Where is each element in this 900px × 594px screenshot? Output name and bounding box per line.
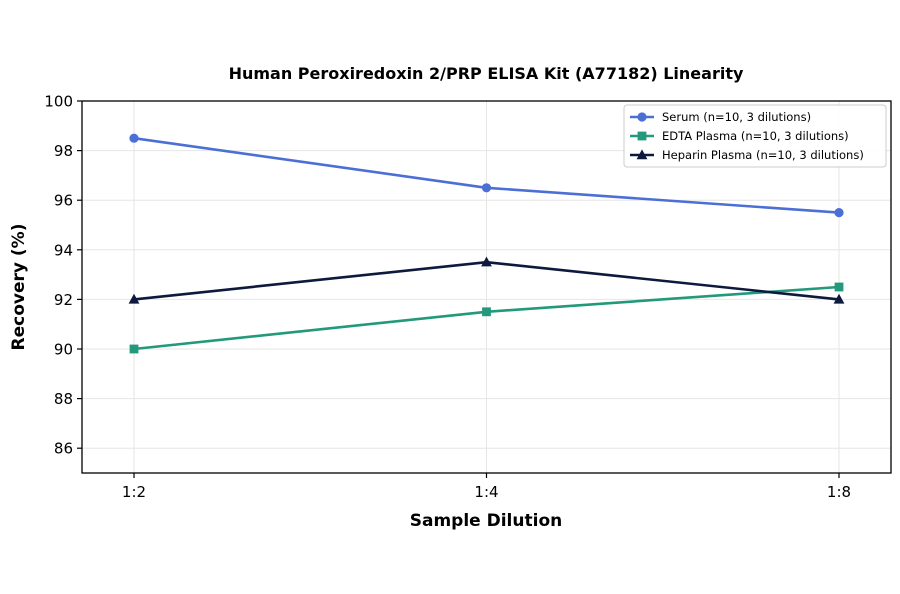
legend-swatch-marker [636,149,648,160]
x-axis: 1:2 1:4 1:8 [122,473,851,501]
data-point [128,293,140,304]
y-axis: 86 88 90 92 94 96 98 100 [44,93,82,458]
data-point [481,183,492,193]
x-tick-label: 1:8 [827,483,851,501]
data-point [129,344,139,354]
x-axis-label: Sample Dilution [410,511,562,531]
y-tick-label: 90 [54,341,73,359]
data-point [834,208,844,218]
y-tick-label: 88 [54,390,73,408]
data-point [482,307,491,317]
data-point [834,282,844,292]
y-tick-label: 96 [54,192,73,210]
legend-box [623,104,887,168]
y-tick-label: 86 [54,440,73,458]
legend-item: Heparin Plasma (n=10, 3 dilutions) [630,148,864,162]
legend-swatch-marker [637,112,647,122]
legend: Serum (n=10, 3 dilutions) EDTA Plasma (n=… [623,104,887,168]
series-layer [128,133,845,354]
chart-title: Human Peroxiredoxin 2/PRP ELISA Kit (A77… [229,64,744,83]
series-0 [129,133,844,218]
legend-label: Serum (n=10, 3 dilutions) [662,110,811,124]
legend-label: EDTA Plasma (n=10, 3 dilutions) [662,129,849,143]
legend-swatch-marker [637,131,647,141]
x-tick-label: 1:4 [474,483,498,501]
data-point [129,133,139,143]
y-tick-label: 98 [54,142,73,160]
series-2 [128,256,845,304]
series-1 [129,282,844,354]
y-tick-label: 100 [44,93,73,111]
y-axis-label: Recovery (%) [9,224,29,351]
y-tick-label: 94 [54,241,73,259]
legend-label: Heparin Plasma (n=10, 3 dilutions) [662,148,864,162]
legend-item: Serum (n=10, 3 dilutions) [630,110,811,124]
y-tick-label: 92 [54,291,73,309]
x-tick-label: 1:2 [122,483,146,501]
legend-item: EDTA Plasma (n=10, 3 dilutions) [630,129,849,143]
data-point [481,256,492,267]
data-point [833,293,845,304]
